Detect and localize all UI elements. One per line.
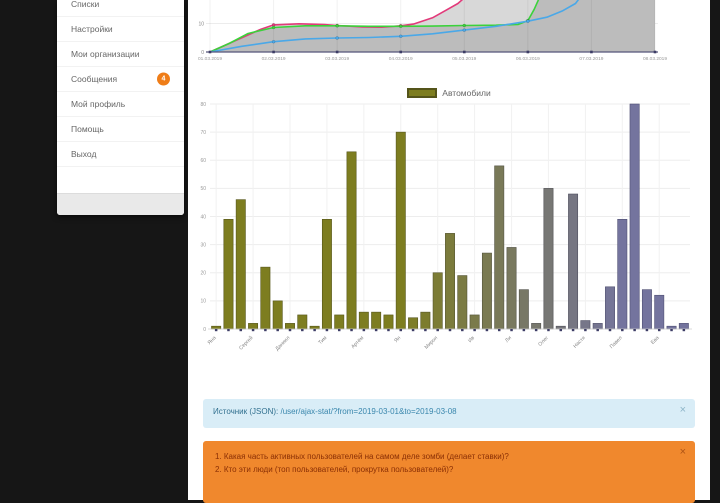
sidebar-item-label: Выход — [71, 149, 97, 159]
sidebar-item-lists[interactable]: Списки — [57, 0, 184, 17]
bar-chart-legend[interactable]: Автомобили — [188, 86, 710, 100]
close-icon[interactable]: × — [679, 446, 686, 458]
svg-text:20: 20 — [200, 271, 206, 277]
sidebar-item-settings[interactable]: Настройки — [57, 17, 184, 42]
sidebar-item-help[interactable]: Помощь — [57, 117, 184, 142]
sidebar-item-label: Сообщения — [71, 74, 118, 84]
sidebar-footer — [57, 193, 184, 215]
svg-text:10: 10 — [200, 299, 206, 305]
line-chart-canvas: 01.03.2019 02.03.2019 03.03.2019 04.03.2019… — [198, 0, 667, 62]
svg-text:03.03.2019: 03.03.2019 — [325, 56, 349, 62]
svg-text:Даниил: Даниил — [274, 335, 291, 352]
svg-text:70: 70 — [200, 130, 206, 136]
activity-line-chart: 01.03.2019 02.03.2019 03.03.2019 04.03.2019… — [188, 0, 710, 64]
svg-text:10: 10 — [198, 21, 204, 27]
sidebar-item-label: Настройки — [71, 24, 113, 34]
svg-text:04.03.2019: 04.03.2019 — [389, 56, 413, 62]
cars-bar-chart: 0 10 20 30 40 50 60 70 80 Яна Сергей Даниил Тим Артём… — [188, 102, 710, 370]
alert-question-1: 1. Какая часть активных пользователей на… — [215, 452, 509, 461]
svg-text:01.03.2019: 01.03.2019 — [198, 56, 222, 62]
svg-text:60: 60 — [200, 158, 206, 164]
sidebar-item-label: Помощь — [71, 124, 104, 134]
svg-text:Настя: Настя — [572, 335, 587, 350]
sidebar-item-label: Мой профиль — [71, 99, 126, 109]
sidebar-item-label: Мои организации — [71, 49, 140, 59]
sidebar-item-logout[interactable]: Выход — [57, 142, 184, 167]
source-info-bar: Источник (JSON): /user/ajax-stat/?from=2… — [203, 399, 695, 428]
source-json-link[interactable]: /user/ajax-stat/?from=2019-03-01&to=2019… — [280, 407, 457, 416]
svg-text:30: 30 — [200, 242, 206, 248]
svg-text:Павел: Павел — [609, 335, 624, 350]
svg-text:Яна: Яна — [207, 335, 218, 346]
svg-text:06.03.2019: 06.03.2019 — [516, 56, 540, 62]
svg-text:Артём: Артём — [350, 335, 365, 350]
svg-text:Сергей: Сергей — [237, 334, 254, 351]
sidebar-item-organizations[interactable]: Мои организации — [57, 42, 184, 67]
svg-text:Ян: Ян — [393, 335, 402, 344]
bar-chart-canvas: 0 10 20 30 40 50 60 70 80 Яна Сергей Даниил Тим Артём… — [200, 102, 692, 352]
svg-text:02.03.2019: 02.03.2019 — [262, 56, 286, 62]
sidebar-menu-card: Списки Настройки Мои организации Сообщен… — [57, 0, 184, 215]
svg-text:40: 40 — [200, 214, 206, 220]
sidebar-menu: Списки Настройки Мои организации Сообщен… — [57, 0, 184, 167]
svg-text:05.03.2019: 05.03.2019 — [452, 56, 476, 62]
svg-text:Ив: Ив — [467, 335, 476, 344]
svg-text:0: 0 — [203, 327, 206, 333]
svg-text:Олег: Олег — [537, 335, 550, 348]
main-panel: 01.03.2019 02.03.2019 03.03.2019 04.03.2019… — [188, 0, 710, 503]
source-label: Источник (JSON): — [213, 407, 281, 416]
legend-label: Автомобили — [442, 88, 491, 98]
sidebar-item-label: Списки — [71, 0, 100, 9]
close-icon[interactable]: × — [679, 404, 686, 416]
svg-text:50: 50 — [200, 186, 206, 192]
svg-text:Тим: Тим — [317, 335, 328, 346]
sidebar-item-messages[interactable]: Сообщения 4 — [57, 67, 184, 92]
svg-text:Ли: Ли — [504, 335, 513, 344]
sidebar-item-profile[interactable]: Мой профиль — [57, 92, 184, 117]
alert-question-2: 2. Кто эти люди (топ пользователей, прок… — [215, 465, 454, 474]
svg-text:08.03.2019: 08.03.2019 — [643, 56, 667, 62]
questions-alert: 1. Какая часть активных пользователей на… — [203, 441, 695, 503]
svg-text:Мирон: Мирон — [424, 335, 440, 351]
svg-text:Ева: Ева — [650, 335, 661, 346]
svg-text:0: 0 — [201, 50, 204, 56]
legend-color-swatch — [407, 88, 438, 98]
svg-text:80: 80 — [200, 102, 206, 108]
messages-count-badge: 4 — [157, 72, 170, 86]
svg-text:07.03.2019: 07.03.2019 — [579, 56, 603, 62]
